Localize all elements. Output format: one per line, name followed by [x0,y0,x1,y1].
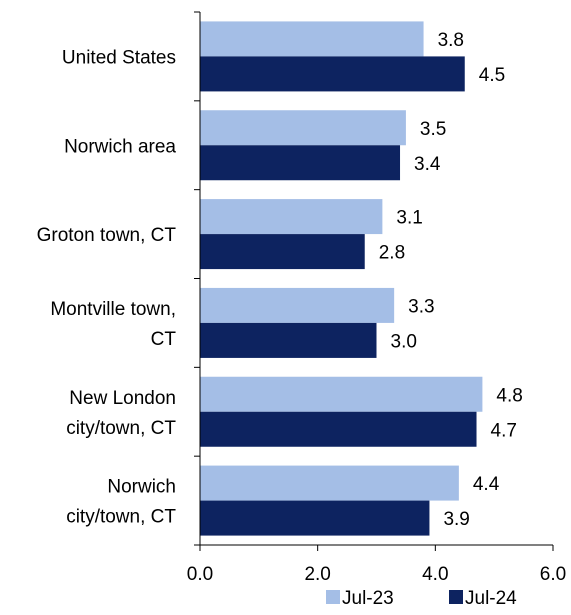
bar-jul-24-4 [200,411,477,447]
x-tick-label-2: 4.0 [422,564,448,585]
category-label-1: Norwich area [64,136,176,157]
data-label-jul-24-0: 4.5 [479,65,505,86]
legend-label-jul-23: Jul-23 [342,588,394,609]
data-label-jul-23-2: 3.1 [396,208,422,229]
data-labels-layer: 3.8 4.5 3.5 3.4 3.1 2.8 3.3 3.0 4.8 4.7 4.43.9 [379,30,523,530]
data-label-jul-24-5: 3.9 [443,509,469,530]
bar-jul-23-4 [200,376,483,412]
category-label-0: United States [62,47,176,68]
category-label-2: Groton town, CT [37,225,177,246]
legend-label-jul-24: Jul-24 [465,588,517,609]
category-label-3: Montville town, CT [50,299,176,350]
data-label-jul-24-4: 4.7 [491,420,517,441]
category-label-5: Norwich city/town, CT [66,477,176,528]
bar-jul-24-2 [200,234,365,270]
bar-jul-24-3 [200,322,377,358]
bars-layer [200,21,483,536]
bar-jul-23-5 [200,465,459,501]
bar-jul-24-5 [200,500,430,536]
bar-jul-23-0 [200,21,424,57]
legend: Jul-23 Jul-24 [326,588,517,609]
category-labels-layer: United States Norwich area Groton town, CT… [37,47,177,527]
data-label-jul-23-4: 4.8 [496,385,522,406]
bar-jul-24-1 [200,145,401,181]
bar-jul-24-0 [200,56,465,92]
data-label-jul-23-5: 4.4 [473,474,500,495]
data-label-jul-24-3: 3.0 [391,331,417,352]
data-label-jul-24-2: 2.8 [379,243,405,264]
data-label-jul-24-1: 3.4 [414,154,441,175]
data-label-jul-23-1: 3.5 [420,119,446,140]
x-tick-label-1: 2.0 [304,564,330,585]
category-label-4: New London city/town, CT [66,388,176,439]
bar-jul-23-1 [200,110,406,146]
axes-layer: 0.0 2.0 4.0 6.0 [187,11,566,585]
bar-jul-23-3 [200,287,395,323]
data-label-jul-23-0: 3.8 [438,30,464,51]
legend-swatch-jul-23 [326,590,340,604]
bar-jul-23-2 [200,199,383,235]
x-tick-label-3: 6.0 [540,564,566,585]
x-tick-label-0: 0.0 [187,564,213,585]
data-label-jul-23-3: 3.3 [408,296,434,317]
legend-swatch-jul-24 [449,590,463,604]
